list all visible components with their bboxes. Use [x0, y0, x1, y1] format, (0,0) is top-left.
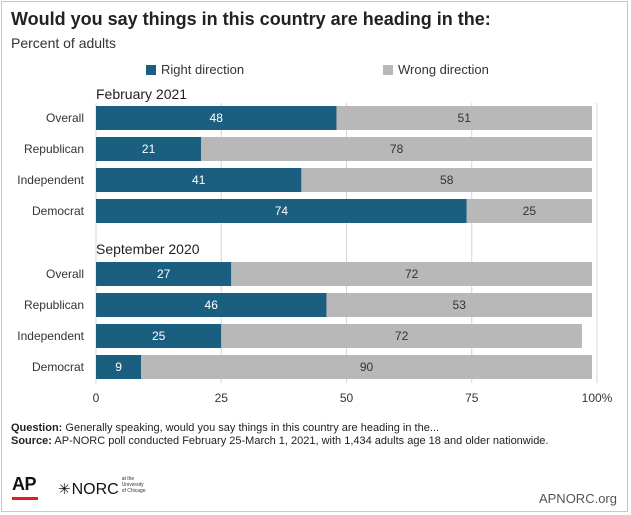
- question-label: Question:: [11, 422, 63, 434]
- site-link[interactable]: APNORC.org: [538, 491, 617, 506]
- data-label-wrong-direction: 78: [390, 142, 404, 156]
- norc-logo: ✳NORCat the University of Chicago: [58, 476, 148, 499]
- bar-right-direction: [96, 262, 232, 286]
- bar-right-direction: [96, 293, 327, 317]
- bar-right-direction: [96, 137, 202, 161]
- question-text: Generally speaking, would you say things…: [62, 422, 440, 434]
- data-label-wrong-direction: 90: [360, 360, 374, 374]
- ap-logo-text: AP: [12, 474, 37, 494]
- category-label: Democrat: [32, 204, 85, 218]
- x-tick-label: 50: [340, 391, 354, 405]
- x-tick-label: 0: [93, 391, 100, 405]
- legend-label-right: Right direction: [161, 62, 245, 77]
- group-header: February 2021: [96, 86, 187, 102]
- bar-right-direction: [96, 106, 337, 130]
- category-label: Independent: [17, 329, 84, 343]
- chart-notes: Question: Generally speaking, would you …: [11, 422, 548, 448]
- source-label: Source:: [11, 435, 52, 447]
- data-label-right-direction: 41: [192, 173, 206, 187]
- data-label-right-direction: 46: [205, 298, 219, 312]
- source-note: Source: AP-NORC poll conducted February …: [11, 435, 548, 448]
- legend-item-right: Right direction: [146, 62, 244, 77]
- legend-swatch-right: [146, 65, 156, 75]
- data-label-right-direction: 48: [210, 111, 224, 125]
- chart-title: Would you say things in this country are…: [11, 9, 491, 29]
- bar-wrong-direction: [141, 355, 592, 379]
- norc-logo-text: NORC: [71, 481, 119, 498]
- norc-tagline: at the University of Chicago: [121, 476, 146, 494]
- data-label-wrong-direction: 72: [405, 267, 419, 281]
- data-label-right-direction: 9: [115, 360, 122, 374]
- category-label: Republican: [24, 298, 84, 312]
- category-label: Overall: [46, 267, 84, 281]
- bar-wrong-direction: [336, 106, 592, 130]
- x-tick-label: 100%: [582, 391, 613, 405]
- category-label: Overall: [46, 111, 84, 125]
- data-label-wrong-direction: 72: [395, 329, 409, 343]
- source-text: AP-NORC poll conducted February 25-March…: [51, 435, 549, 447]
- x-tick-label: 75: [465, 391, 479, 405]
- data-label-right-direction: 74: [275, 204, 289, 218]
- norc-star-icon: ✳: [58, 481, 71, 498]
- data-label-right-direction: 25: [152, 329, 166, 343]
- bar-chart: 0 25 50 75 100% February 2021 Overall 48 51 Repub…: [17, 86, 613, 405]
- legend: Right direction Wrong direction: [0, 62, 631, 80]
- ap-logo: AP: [12, 474, 38, 500]
- data-label-wrong-direction: 53: [453, 298, 467, 312]
- bar-right-direction: [96, 324, 222, 348]
- data-label-right-direction: 27: [157, 267, 171, 281]
- legend-swatch-wrong: [383, 65, 393, 75]
- bar-wrong-direction: [221, 324, 582, 348]
- category-label: Republican: [24, 142, 84, 156]
- bar-wrong-direction: [201, 137, 592, 161]
- data-label-wrong-direction: 25: [523, 204, 537, 218]
- chart-subtitle: Percent of adults: [11, 35, 117, 51]
- bar-wrong-direction: [466, 199, 592, 223]
- ap-logo-underline: [12, 497, 38, 500]
- legend-item-wrong: Wrong direction: [383, 62, 489, 77]
- question-note: Question: Generally speaking, would you …: [11, 422, 548, 435]
- bar-right-direction: [96, 199, 467, 223]
- x-tick-label: 25: [215, 391, 229, 405]
- legend-label-wrong: Wrong direction: [398, 62, 489, 77]
- bar-right-direction: [96, 168, 302, 192]
- bar-wrong-direction: [231, 262, 592, 286]
- group-header: September 2020: [96, 241, 200, 257]
- bar-wrong-direction: [326, 293, 592, 317]
- category-label: Democrat: [32, 360, 85, 374]
- data-label-wrong-direction: 58: [440, 173, 454, 187]
- bar-wrong-direction: [301, 168, 592, 192]
- data-label-right-direction: 21: [142, 142, 156, 156]
- category-label: Independent: [17, 173, 84, 187]
- bar-right-direction: [96, 355, 142, 379]
- data-label-wrong-direction: 51: [458, 111, 472, 125]
